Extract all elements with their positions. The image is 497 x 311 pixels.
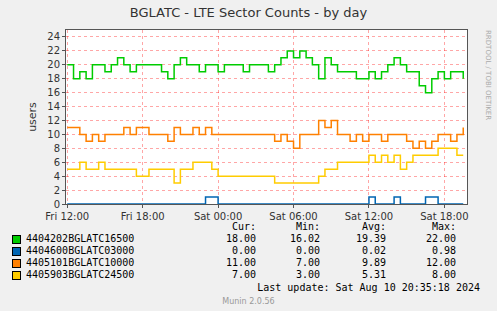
- html-text:9.89: 9.89: [361, 257, 386, 268]
- html-text:4404600BGLATC03000: 4404600BGLATC03000: [26, 245, 135, 256]
- svg-text:14: 14: [47, 101, 60, 112]
- svg-text:Sat 06:00: Sat 06:00: [269, 211, 317, 222]
- svg-text:24: 24: [47, 31, 60, 42]
- html-text:Min:: Min:: [295, 221, 320, 232]
- html-text:4405903BGLATC24500: 4405903BGLATC24500: [26, 269, 135, 280]
- svg-text:Sat 00:00: Sat 00:00: [194, 211, 242, 222]
- html-text:4404202BGLATC16500: 4404202BGLATC16500: [26, 233, 135, 244]
- svg-text:4: 4: [54, 171, 60, 182]
- svg-text:18: 18: [47, 73, 60, 84]
- html-text:Avg:: Avg:: [361, 221, 386, 232]
- html-text:0.98: 0.98: [431, 245, 456, 256]
- html-text:0.00: 0.00: [231, 245, 256, 256]
- html-text:16.02: 16.02: [289, 233, 320, 244]
- svg-text:2: 2: [54, 185, 60, 196]
- html-text:11.00: 11.00: [225, 257, 256, 268]
- html-text:12.00: 12.00: [425, 257, 456, 268]
- svg-text:Fri 18:00: Fri 18:00: [121, 211, 165, 222]
- html-text:4405101BGLATC10000: 4405101BGLATC10000: [26, 257, 135, 268]
- svg-text:12: 12: [47, 115, 60, 126]
- svg-text:Sat 18:00: Sat 18:00: [420, 211, 468, 222]
- svg-text:0: 0: [54, 199, 60, 210]
- svg-text:Sat 12:00: Sat 12:00: [345, 211, 393, 222]
- svg-text:20: 20: [47, 59, 60, 70]
- html-text:Cur:: Cur:: [231, 221, 256, 232]
- svg-text:BGLATC - LTE Sector Counts - b: BGLATC - LTE Sector Counts - by day: [130, 5, 368, 20]
- html-text:7.00: 7.00: [231, 269, 256, 280]
- html-text:3.00: 3.00: [295, 269, 320, 280]
- svg-text:16: 16: [47, 87, 60, 98]
- svg-text:users: users: [26, 102, 39, 132]
- html-text:8.00: 8.00: [431, 269, 456, 280]
- html-text:0.00: 0.00: [295, 245, 320, 256]
- html-text:Last update: Sat Aug 10 20:35:: Last update: Sat Aug 10 20:35:18 2024: [257, 282, 480, 293]
- html-text:22.00: 22.00: [425, 233, 456, 244]
- html-text:18.00: 18.00: [225, 233, 256, 244]
- html-text:19.39: 19.39: [355, 233, 386, 244]
- html-text:Max:: Max:: [431, 221, 456, 232]
- svg-text:Fri 12:00: Fri 12:00: [45, 211, 89, 222]
- svg-text:10: 10: [47, 129, 60, 140]
- html-text:RRDTOOL / TOBI OETIKER: RRDTOOL / TOBI OETIKER: [484, 30, 492, 121]
- svg-text:22: 22: [47, 45, 60, 56]
- html-text:7.00: 7.00: [295, 257, 320, 268]
- html-text:5.31: 5.31: [361, 269, 386, 280]
- html-text:Munin 2.0.56: Munin 2.0.56: [222, 297, 275, 306]
- svg-text:6: 6: [54, 157, 60, 168]
- svg-text:8: 8: [54, 143, 60, 154]
- html-text:0.02: 0.02: [361, 245, 386, 256]
